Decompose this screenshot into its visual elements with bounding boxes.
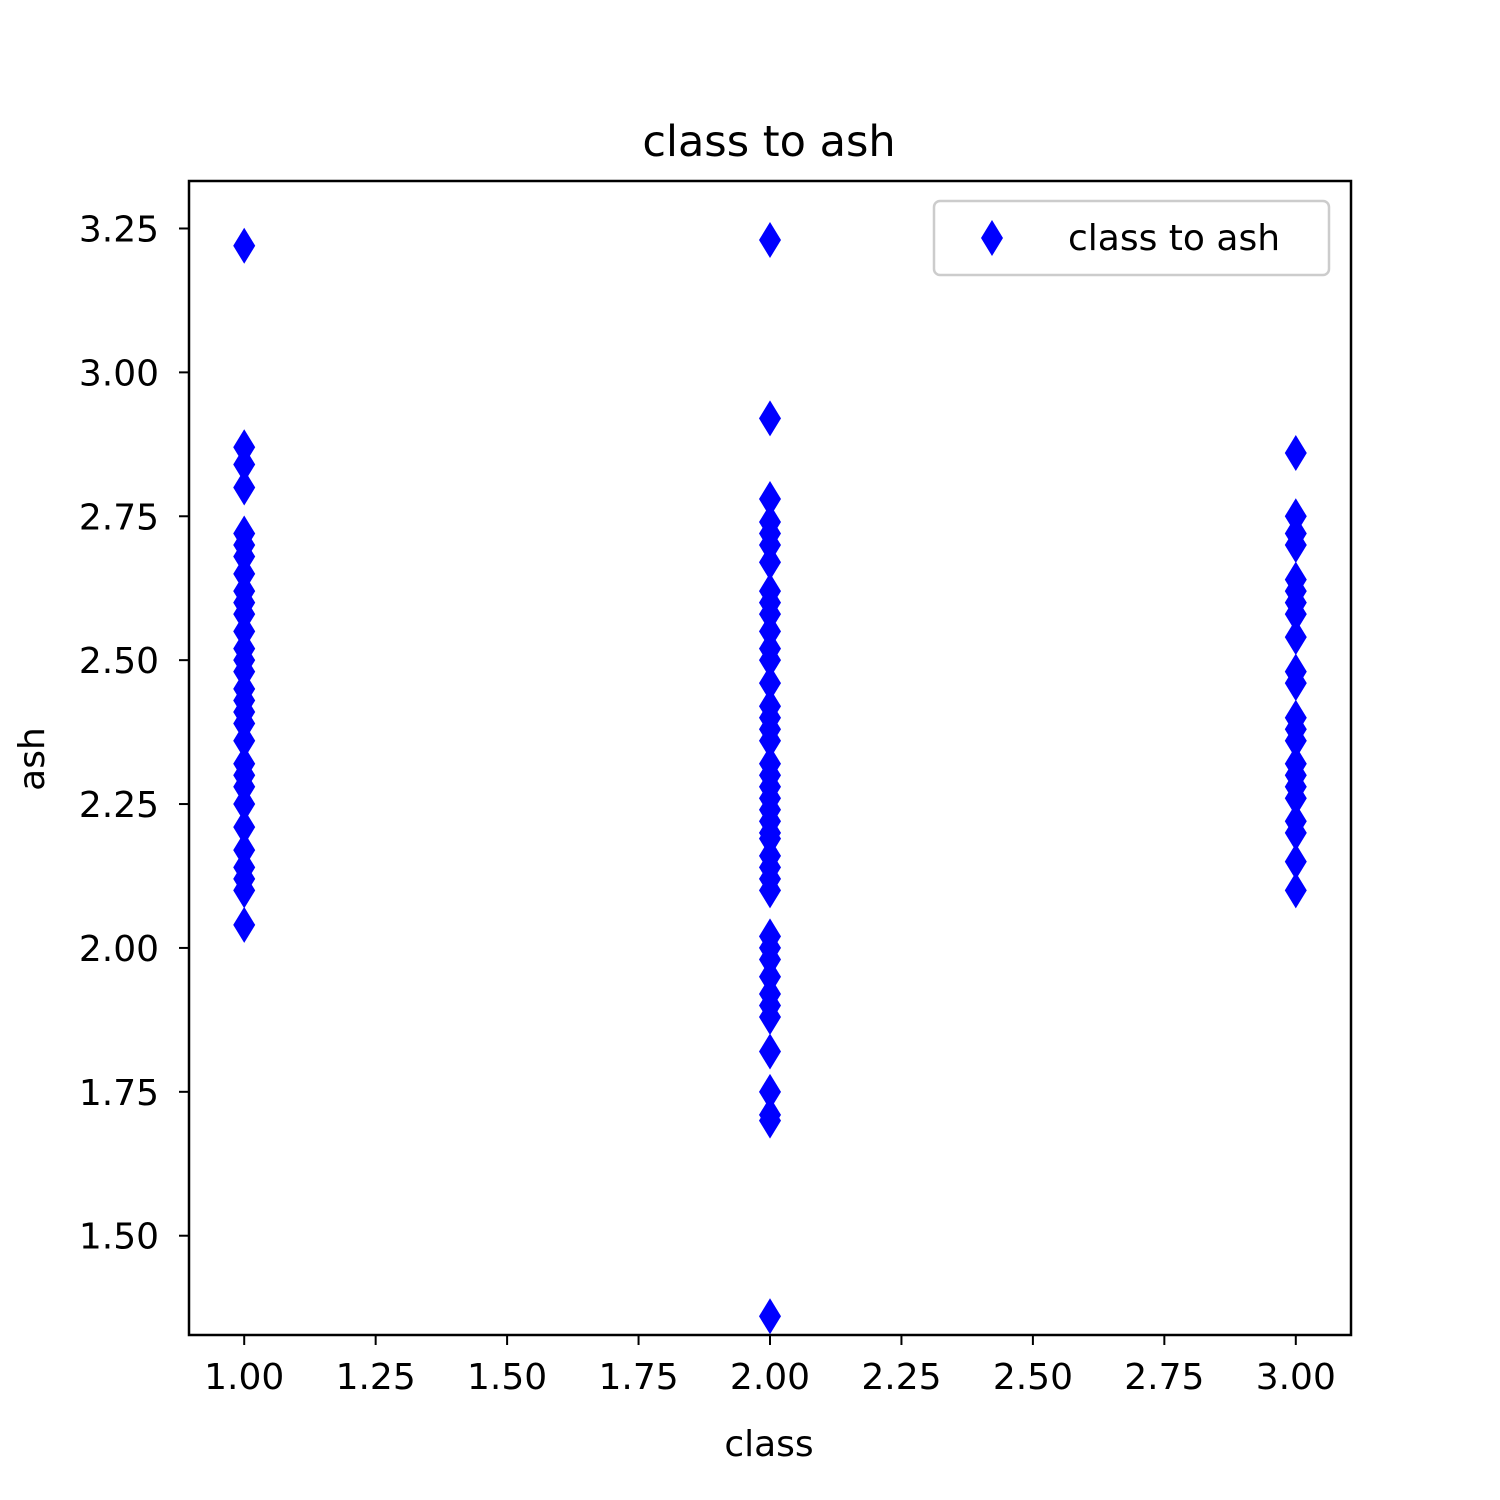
data-point (759, 722, 781, 759)
legend-label: class to ash (1068, 218, 1280, 259)
y-tick-label: 1.50 (79, 1217, 159, 1258)
data-point (1284, 843, 1307, 880)
data-point (233, 906, 256, 943)
x-tick-label: 2.25 (861, 1357, 941, 1398)
x-tick-label: 2.75 (1124, 1357, 1204, 1398)
data-point (1284, 619, 1307, 656)
data-point (1284, 527, 1307, 564)
y-axis: 1.50 1.75 2.00 2.25 2.50 2.75 3.00 3.25 (79, 209, 189, 1258)
data-point (1284, 722, 1307, 759)
data-point (759, 1073, 781, 1110)
y-tick-label: 1.75 (79, 1073, 159, 1114)
data-point (233, 227, 256, 264)
data-point (759, 1298, 781, 1335)
data-point (759, 665, 781, 702)
x-axis-label: class (724, 1424, 813, 1465)
data-point (233, 446, 256, 483)
data-point (1284, 814, 1307, 851)
legend-marker (981, 220, 1003, 256)
data-point (759, 221, 781, 258)
chart-title: class to ash (642, 117, 895, 167)
legend-box (932, 199, 1331, 277)
x-tick-label: 1.50 (467, 1357, 547, 1398)
y-tick-label: 2.75 (79, 497, 159, 538)
data-point (759, 1102, 781, 1139)
x-tick-label: 1.00 (204, 1357, 284, 1398)
data-point (759, 400, 781, 437)
data-point (1284, 780, 1307, 817)
data-point (1284, 434, 1307, 471)
data-point (759, 642, 781, 679)
y-tick-label: 3.00 (79, 353, 159, 394)
x-tick-label: 3.00 (1256, 1357, 1336, 1398)
data-point (759, 544, 781, 581)
y-tick-label: 2.50 (79, 641, 159, 682)
x-tick-label: 1.75 (598, 1357, 678, 1398)
y-tick-label: 2.00 (79, 929, 159, 970)
data-point (1284, 596, 1307, 633)
data-point (759, 872, 781, 909)
data-point (233, 469, 256, 506)
data-point (233, 722, 256, 759)
data-point (233, 786, 256, 823)
data-point (233, 809, 256, 846)
data-point (759, 480, 781, 517)
data-point (1284, 665, 1307, 702)
data-point (759, 999, 781, 1036)
points-layer (233, 221, 1307, 1335)
data-point (759, 1033, 781, 1070)
data-point (1284, 872, 1307, 909)
x-axis: 1.00 1.25 1.50 1.75 2.00 2.25 2.50 2.75 3.00 (204, 1335, 1336, 1398)
y-tick-label: 2.25 (79, 785, 159, 826)
x-tick-label: 2.00 (730, 1357, 810, 1398)
y-tick-label: 3.25 (79, 209, 159, 250)
legend: class to ash (932, 199, 1331, 277)
x-tick-label: 2.50 (993, 1357, 1073, 1398)
data-point (233, 872, 256, 909)
x-tick-label: 1.25 (336, 1357, 416, 1398)
y-axis-label: ash (12, 727, 53, 791)
